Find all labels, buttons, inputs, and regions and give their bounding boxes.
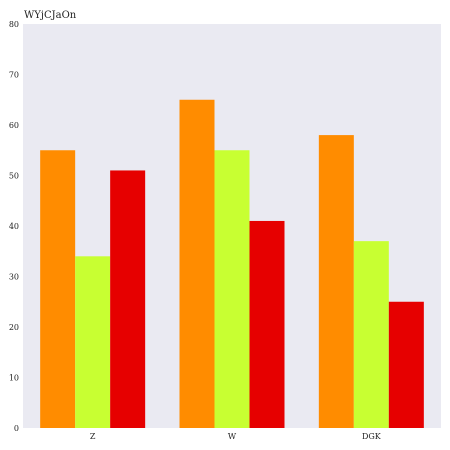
y-tick-label: 20 — [9, 323, 19, 332]
y-tick-label: 80 — [9, 20, 19, 29]
y-tick-label: 10 — [9, 374, 19, 383]
y-tick-label: 60 — [9, 121, 19, 130]
y-tick-label: 0 — [14, 424, 19, 433]
y-tick-label: 40 — [9, 222, 19, 231]
bars-group — [40, 99, 424, 428]
y-axis-ticks: 0 10 20 30 40 50 60 70 80 — [9, 20, 19, 433]
bar-dgk-series-2 — [353, 241, 389, 428]
bar-dgk-series-3 — [388, 301, 424, 428]
bar-z-series-3 — [110, 170, 146, 428]
bar-z-series-2 — [75, 256, 111, 428]
bar-dgk-series-1 — [318, 135, 354, 428]
x-axis-ticks: Z W DGK — [90, 432, 382, 441]
bar-w-series-2 — [214, 150, 250, 428]
chart-title: WYjCJaOn — [24, 10, 77, 21]
bar-w-series-3 — [249, 220, 285, 428]
y-tick-label: 30 — [9, 273, 19, 282]
x-tick-label: DGK — [362, 432, 382, 441]
bar-w-series-1 — [179, 99, 215, 428]
y-tick-label: 70 — [9, 71, 19, 80]
y-tick-label: 50 — [9, 172, 19, 181]
x-tick-label: Z — [90, 432, 96, 441]
x-tick-label: W — [228, 432, 237, 441]
bar-z-series-1 — [40, 150, 76, 428]
